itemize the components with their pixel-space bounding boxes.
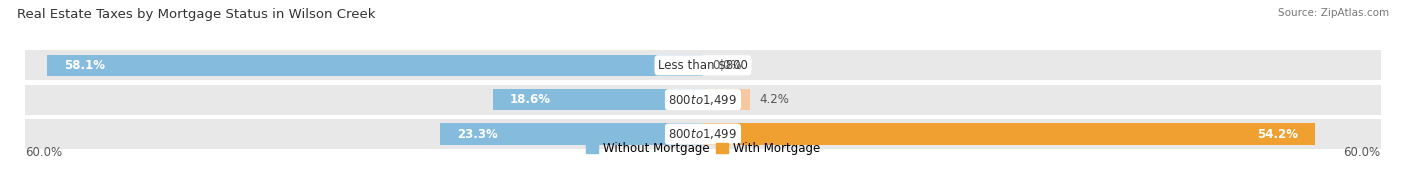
Text: 23.3%: 23.3% [457,128,498,141]
Bar [440,123,703,145]
Text: 58.1%: 58.1% [63,59,105,72]
Bar [25,85,1381,115]
Text: 54.2%: 54.2% [1257,128,1298,141]
Text: $800 to $1,499: $800 to $1,499 [668,127,738,141]
Bar [494,89,703,110]
Legend: Without Mortgage, With Mortgage: Without Mortgage, With Mortgage [581,137,825,160]
Text: Source: ZipAtlas.com: Source: ZipAtlas.com [1278,8,1389,18]
Text: 60.0%: 60.0% [1344,146,1381,159]
Bar [46,55,703,76]
Text: 18.6%: 18.6% [510,93,551,106]
Bar [25,119,1381,149]
Text: 0.0%: 0.0% [711,59,741,72]
Bar [703,123,1315,145]
Text: 60.0%: 60.0% [25,146,62,159]
Text: Less than $800: Less than $800 [658,59,748,72]
Text: 4.2%: 4.2% [759,93,789,106]
Text: $800 to $1,499: $800 to $1,499 [668,93,738,107]
Bar [703,89,751,110]
Bar [25,50,1381,80]
Text: Real Estate Taxes by Mortgage Status in Wilson Creek: Real Estate Taxes by Mortgage Status in … [17,8,375,21]
